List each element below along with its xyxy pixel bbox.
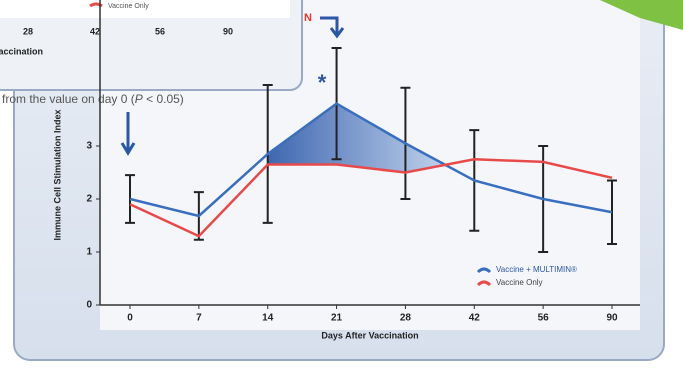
- inset-tick: 42: [90, 26, 100, 36]
- arrow: [320, 16, 345, 39]
- y-tick-label: 0: [86, 300, 92, 311]
- y-tick-label: 3: [86, 141, 92, 152]
- x-axis-label: Days After Vaccination: [321, 330, 418, 340]
- line: [129, 102, 613, 218]
- legend-label: Vaccine + MULTIMIN®: [496, 265, 577, 274]
- inset-legend-swatch: [89, 2, 103, 8]
- marker-letter: N: [304, 12, 312, 24]
- inset-xlabel: Vaccination: [0, 46, 43, 56]
- x-tick-label: 28: [400, 313, 412, 324]
- line: [129, 157, 613, 238]
- x-tick-label: 0: [127, 313, 133, 324]
- legend-label: Vaccine Only: [496, 278, 543, 287]
- x-tick-label: 56: [538, 313, 550, 324]
- footnote: from the value on day 0 (P < 0.05): [2, 92, 184, 106]
- inset-tick: 28: [23, 26, 33, 36]
- inset-tick: 56: [155, 26, 165, 36]
- legend-swatch: [476, 280, 492, 287]
- inset-plot: [0, 0, 290, 18]
- x-tick-label: 14: [262, 313, 274, 324]
- inset-panel: [0, 0, 303, 91]
- legend-swatch: [476, 267, 492, 274]
- corner-tab: [600, 0, 683, 30]
- shaded-area: [267, 103, 446, 173]
- x-tick-label: 7: [196, 313, 202, 324]
- y-tick-label: 1: [86, 247, 92, 258]
- x-tick-label: 42: [469, 313, 481, 324]
- y-tick-label: 2: [86, 194, 92, 205]
- inset-tick: 90: [223, 26, 233, 36]
- annotation: *: [318, 70, 327, 95]
- y-axis-label: Immune Cell Stimulation Index: [52, 109, 62, 240]
- x-tick-label: 90: [606, 313, 618, 324]
- x-tick-label: 21: [331, 313, 343, 324]
- arrow: [120, 112, 136, 156]
- inset-legend: Vaccine Only: [108, 3, 149, 10]
